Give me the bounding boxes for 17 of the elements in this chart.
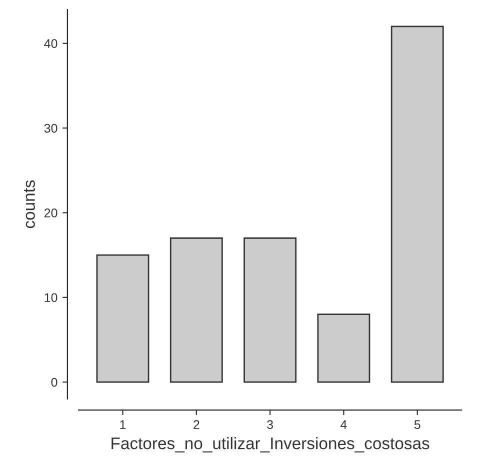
x-tick-label: 3 bbox=[267, 420, 273, 430]
bar bbox=[170, 237, 223, 383]
bar bbox=[317, 314, 370, 383]
y-tick-label: 30 bbox=[44, 124, 58, 133]
y-tick-label: 40 bbox=[44, 39, 58, 48]
x-tick-label: 4 bbox=[340, 420, 347, 429]
bar bbox=[96, 254, 150, 383]
bar bbox=[390, 26, 444, 383]
x-tick-label: 5 bbox=[414, 420, 420, 430]
bar bbox=[244, 237, 297, 383]
x-tick-label: 2 bbox=[194, 420, 200, 429]
y-tick-label: 20 bbox=[44, 208, 58, 218]
x-axis-title: Factores_no_utilizar_Inversiones_costosas bbox=[112, 437, 430, 452]
x-tick-label: 1 bbox=[120, 420, 126, 429]
y-axis-title: counts bbox=[24, 180, 35, 228]
y-tick-label: 10 bbox=[44, 293, 58, 302]
y-tick-label: 0 bbox=[51, 378, 58, 387]
